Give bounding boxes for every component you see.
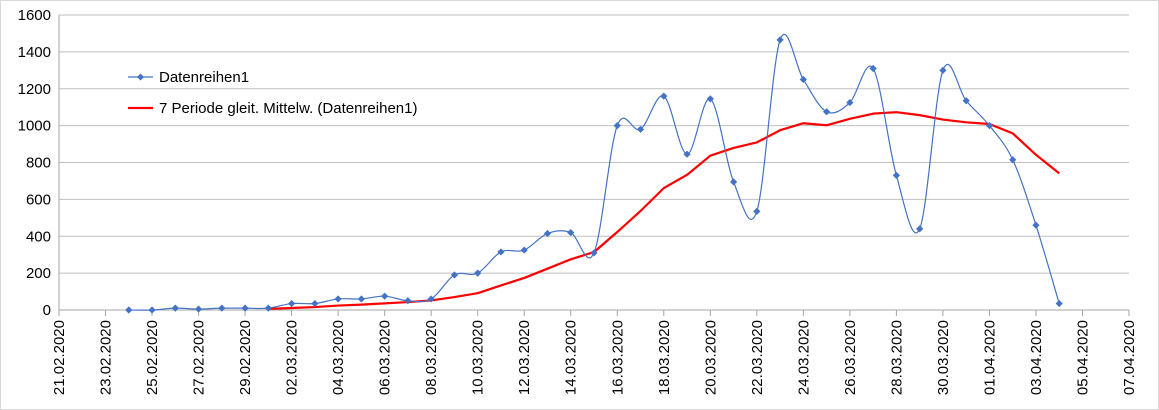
y-tick-label: 1600 <box>18 7 51 24</box>
data-point-datenreihen1 <box>823 108 831 116</box>
data-point-datenreihen1 <box>753 207 761 215</box>
x-tick-label: 02.03.2020 <box>284 320 301 395</box>
x-tick-label: 03.04.2020 <box>1028 320 1045 395</box>
data-point-datenreihen1 <box>497 248 505 256</box>
x-tick-label: 18.03.2020 <box>656 320 673 395</box>
data-point-datenreihen1 <box>916 225 924 233</box>
data-point-datenreihen1 <box>450 271 459 279</box>
axes: 0 200 400 600 800 1000 1200 1400 1600 21.02.2020 2… <box>18 7 1138 395</box>
data-point-datenreihen1 <box>1055 299 1063 308</box>
series-line-datenreihen1 <box>128 33 1060 311</box>
y-tick-label: 1000 <box>18 118 51 135</box>
y-tick-label: 800 <box>26 155 51 172</box>
y-tick-label: 0 <box>43 302 51 319</box>
y-tick-label: 200 <box>26 265 51 282</box>
legend-marker-datenreihen1 <box>137 73 144 81</box>
data-point-datenreihen1 <box>962 97 970 105</box>
series-line-moving-average <box>268 111 1060 310</box>
data-point-datenreihen1 <box>404 297 412 305</box>
data-point-datenreihen1 <box>148 306 156 314</box>
data-point-datenreihen1 <box>288 299 296 308</box>
x-tick-label: 22.03.2020 <box>749 320 766 395</box>
y-tick-label: 600 <box>26 191 51 208</box>
y-tick-label: 400 <box>26 228 51 245</box>
data-point-datenreihen1 <box>613 122 621 130</box>
data-point-datenreihen1 <box>311 299 319 308</box>
data-point-datenreihen1 <box>357 295 365 303</box>
x-tick-label: 25.02.2020 <box>144 320 161 395</box>
x-tick-label: 05.04.2020 <box>1074 320 1091 395</box>
data-point-datenreihen1 <box>264 304 272 312</box>
data-point-datenreihen1 <box>334 295 342 303</box>
x-tick-label: 10.03.2020 <box>470 320 487 395</box>
x-tick-label: 23.02.2020 <box>98 320 115 395</box>
data-point-datenreihen1 <box>869 64 877 73</box>
data-point-datenreihen1 <box>706 95 714 103</box>
x-tick-label: 27.02.2020 <box>191 320 208 395</box>
data-point-datenreihen1 <box>846 98 854 107</box>
x-tick-label: 12.03.2020 <box>516 320 533 395</box>
data-point-datenreihen1 <box>683 150 691 158</box>
x-tick-label: 01.04.2020 <box>981 320 998 395</box>
y-tick-label: 1200 <box>18 81 51 98</box>
x-tick-label: 28.03.2020 <box>888 320 905 395</box>
data-point-datenreihen1 <box>474 269 482 277</box>
data-point-datenreihen1 <box>520 246 528 254</box>
x-tick-label: 30.03.2020 <box>935 320 952 395</box>
data-point-datenreihen1 <box>729 178 738 186</box>
data-point-datenreihen1 <box>427 295 435 303</box>
x-tick-label: 08.03.2020 <box>423 320 440 395</box>
data-point-datenreihen1 <box>985 122 994 130</box>
x-tick-label: 06.03.2020 <box>377 320 394 395</box>
data-point-datenreihen1 <box>590 249 598 257</box>
x-tick-label: 20.03.2020 <box>702 320 719 395</box>
x-tick-label: 24.03.2020 <box>795 320 812 395</box>
data-point-datenreihen1 <box>241 304 249 312</box>
data-point-datenreihen1 <box>939 66 947 74</box>
x-tick-label: 04.03.2020 <box>330 320 347 395</box>
gridlines <box>59 14 1129 274</box>
data-point-datenreihen1 <box>660 92 668 100</box>
data-point-datenreihen1 <box>1032 221 1040 229</box>
x-tick-label: 14.03.2020 <box>563 320 580 395</box>
data-point-datenreihen1 <box>892 171 900 180</box>
x-tick-label: 29.02.2020 <box>237 320 254 395</box>
data-point-datenreihen1 <box>171 304 179 312</box>
legend-label-datenreihen1: Datenreihen1 <box>159 69 249 86</box>
data-point-datenreihen1 <box>1009 156 1017 164</box>
x-tick-label: 07.04.2020 <box>1121 320 1138 395</box>
data-point-datenreihen1 <box>125 306 133 314</box>
data-point-datenreihen1 <box>194 305 203 313</box>
data-point-datenreihen1 <box>799 75 807 84</box>
data-point-datenreihen1 <box>218 304 226 312</box>
data-point-datenreihen1 <box>381 292 389 300</box>
x-tick-label: 16.03.2020 <box>609 320 626 395</box>
data-point-datenreihen1 <box>543 229 552 238</box>
x-tick-label: 26.03.2020 <box>842 320 859 395</box>
legend: Datenreihen1 7 Periode gleit. Mittelw. (… <box>128 69 417 117</box>
data-point-datenreihen1 <box>636 125 645 133</box>
data-point-datenreihen1 <box>567 228 575 237</box>
series-area <box>125 33 1063 314</box>
legend-label-moving-average: 7 Periode gleit. Mittelw. (Datenreihen1) <box>159 100 417 117</box>
data-point-datenreihen1 <box>776 36 784 44</box>
y-tick-label: 1400 <box>18 44 51 61</box>
x-tick-label: 21.02.2020 <box>51 320 68 395</box>
